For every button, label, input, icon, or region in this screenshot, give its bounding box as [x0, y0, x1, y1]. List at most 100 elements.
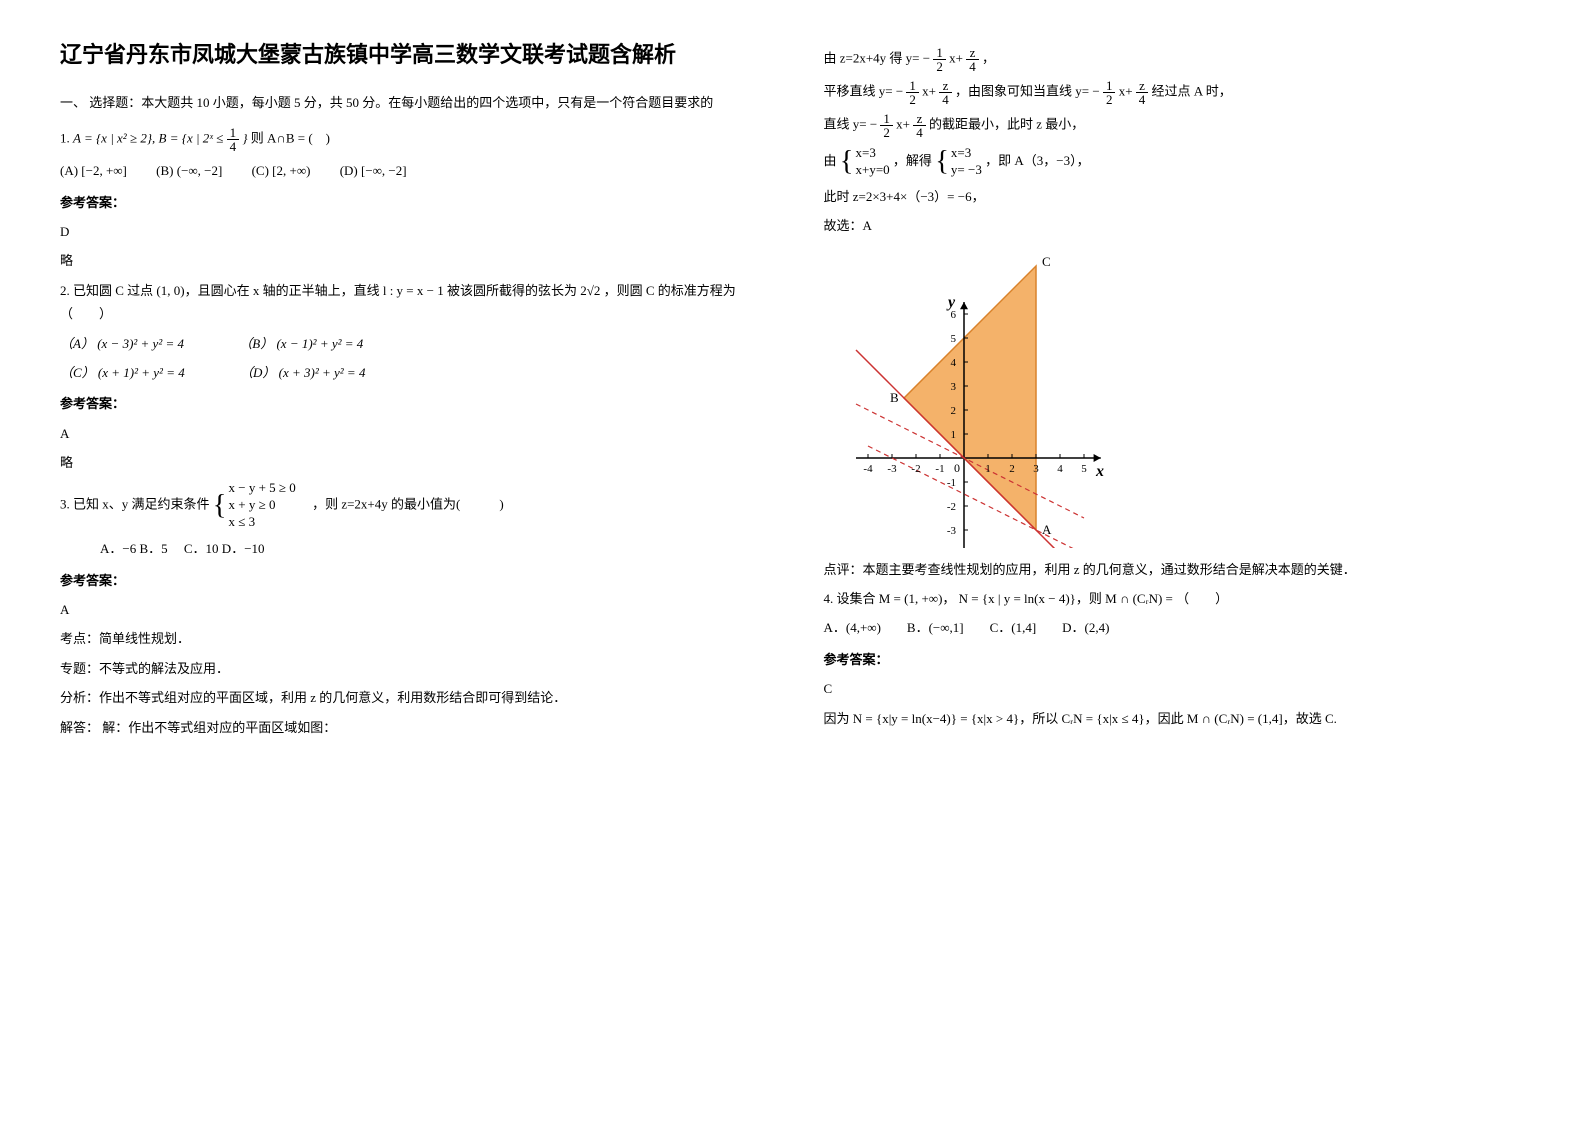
sA2: x+y=0 — [856, 162, 890, 179]
q3-r6: 故选：A — [824, 214, 1528, 237]
svg-text:A: A — [1042, 522, 1052, 537]
svg-text:-3: -3 — [946, 525, 956, 537]
sB2: y= −3 — [951, 162, 982, 179]
q3-p3: 分析：作出不等式组对应的平面区域，利用 z 的几何意义，利用数形结合即可得到结论… — [60, 686, 764, 709]
q2-optsCD: （C） (x + 1)² + y² = 4 （D） (x + 3)² + y² … — [60, 361, 764, 384]
r4m: ，解得 — [893, 153, 932, 168]
f: 1 — [933, 46, 946, 60]
brace-icon: { — [840, 148, 854, 177]
q1-setB-pre: B = {x | 2ˣ ≤ — [159, 131, 227, 146]
svg-text:1: 1 — [950, 429, 956, 441]
sA1: x=3 — [856, 145, 890, 162]
svg-text:2: 2 — [950, 405, 956, 417]
r1p: ， — [982, 50, 995, 65]
svg-text:4: 4 — [1057, 463, 1063, 475]
sB1: x=3 — [951, 145, 982, 162]
f: 2 — [1103, 93, 1116, 106]
svg-text:5: 5 — [1081, 463, 1087, 475]
q1-frac-top: 1 — [227, 126, 240, 140]
svg-text:x: x — [1095, 463, 1104, 480]
q3-r5: 此时 z=2×3+4×（−3）= −6， — [824, 185, 1528, 208]
q2-optC: （C） (x + 1)² + y² = 4 — [60, 365, 185, 380]
q1-optC: (C) [2, +∞) — [252, 163, 311, 178]
q1-num: 1. — [60, 131, 70, 146]
svg-text:y: y — [946, 293, 956, 310]
q3-options: A．−6 B．5 C．10 D．−10 — [60, 537, 764, 560]
r2pre: 平移直线 y= − — [824, 83, 904, 98]
q1-note: 略 — [60, 249, 764, 272]
f: 4 — [1136, 93, 1149, 106]
q4-options: A．(4,+∞) B．(−∞,1] C．(1,4] D．(2,4) — [824, 616, 1528, 639]
f: 2 — [906, 93, 919, 106]
q3-p4: 解答： 解：作出不等式组对应的平面区域如图： — [60, 716, 764, 739]
q2-note: 略 — [60, 451, 764, 474]
q1-optA: (A) [−2, +∞] — [60, 163, 127, 178]
r3p: 的截距最小，此时 z 最小， — [929, 116, 1084, 131]
q1-frac-bot: 4 — [227, 140, 240, 153]
q3-stem: 3. 已知 x、y 满足约束条件 { x − y + 5 ≥ 0 x + y ≥… — [60, 480, 764, 531]
f: z — [913, 112, 926, 126]
q2-optA: （A） (x − 3)² + y² = 4 — [60, 336, 184, 351]
q1-ans: D — [60, 220, 764, 243]
f: 1 — [906, 79, 919, 93]
svg-text:2: 2 — [1009, 463, 1015, 475]
q3-r2: 平移直线 y= − 12 x+ z4 ，由图象可知当直线 y= − 12 x+ … — [824, 79, 1528, 106]
brace-icon: { — [935, 148, 949, 177]
q3-r4: 由 {x=3x+y=0 ，解得 {x=3y= −3 ，即 A（3，−3）， — [824, 145, 1528, 179]
f: 4 — [913, 126, 926, 139]
r2m1: x+ — [922, 83, 936, 98]
q4-ans: C — [824, 677, 1528, 700]
q2-optB: （B） (x − 1)² + y² = 4 — [239, 336, 363, 351]
svg-text:3: 3 — [1033, 463, 1039, 475]
q4-ans-label: 参考答案： — [824, 648, 1528, 671]
q1-stem: 1. A = {x | x² ≥ 2}, B = {x | 2ˣ ≤ 14 } … — [60, 126, 764, 153]
r1m: x+ — [949, 50, 963, 65]
q3-comment: 点评：本题主要考查线性规划的应用，利用 z 的几何意义，通过数形结合是解决本题的… — [824, 558, 1528, 581]
r2m2: ，由图象可知当直线 y= − — [955, 83, 1100, 98]
r2m3: x+ — [1119, 83, 1133, 98]
q3-r1: 由 z=2x+4y 得 y= − 12 x+ z4 ， — [824, 46, 1528, 73]
q2-ans: A — [60, 422, 764, 445]
q1-then: 则 A∩B = ( ) — [251, 131, 330, 146]
q3-p1: 考点：简单线性规划． — [60, 627, 764, 650]
q1-optD: (D) [−∞, −2] — [340, 163, 407, 178]
f: 2 — [933, 60, 946, 73]
f: z — [966, 46, 979, 60]
svg-text:-1: -1 — [935, 463, 944, 475]
brace-icon: { — [213, 492, 227, 521]
svg-text:4: 4 — [950, 357, 956, 369]
q3-sys3: x ≤ 3 — [229, 514, 296, 531]
f: 1 — [1103, 79, 1116, 93]
q3-ans: A — [60, 598, 764, 621]
q4-note: 因为 N = {x|y = ln(x−4)} = {x|x > 4}，所以 Cᵣ… — [824, 707, 1528, 730]
svg-text:-4: -4 — [863, 463, 873, 475]
feasible-region-chart: -4-3-2-112345-4-3-2-1123456ABC0xy — [824, 248, 1164, 548]
svg-text:5: 5 — [950, 333, 956, 345]
f: 1 — [880, 112, 893, 126]
svg-text:1: 1 — [985, 463, 991, 475]
q3-stem-pre: 3. 已知 x、y 满足约束条件 — [60, 497, 210, 512]
r1-pre: 由 z=2x+4y 得 y= − — [824, 50, 931, 65]
q1-optB: (B) (−∞, −2] — [156, 163, 222, 178]
svg-text:-3: -3 — [887, 463, 897, 475]
q2-stem: 2. 已知圆 C 过点 (1, 0)，且圆心在 x 轴的正半轴上，直线 l : … — [60, 279, 764, 326]
q1-ans-label: 参考答案： — [60, 191, 764, 214]
f: z — [939, 79, 952, 93]
q3-p2: 专题：不等式的解法及应用． — [60, 657, 764, 680]
svg-text:0: 0 — [954, 461, 960, 475]
svg-text:-2: -2 — [911, 463, 920, 475]
r4p: ，即 A（3，−3）， — [985, 153, 1089, 168]
q3-ans-label: 参考答案： — [60, 569, 764, 592]
r4pre: 由 — [824, 153, 837, 168]
q2-optsAB: （A） (x − 3)² + y² = 4 （B） (x − 1)² + y² … — [60, 332, 764, 355]
svg-text:-2: -2 — [946, 501, 955, 513]
q3-sys1: x − y + 5 ≥ 0 — [229, 480, 296, 497]
q3-stem-post: ，则 z=2x+4y 的最小值为( ) — [299, 497, 504, 512]
f: z — [1136, 79, 1149, 93]
q1-options: (A) [−2, +∞] (B) (−∞, −2] (C) [2, +∞) (D… — [60, 159, 764, 182]
q1-setB-post: } — [242, 131, 247, 146]
f: 4 — [966, 60, 979, 73]
svg-text:-1: -1 — [946, 477, 955, 489]
q1-setA: A = {x | x² ≥ 2}, — [73, 131, 155, 146]
section-instructions: 一、 选择题：本大题共 10 小题，每小题 5 分，共 50 分。在每小题给出的… — [60, 91, 764, 114]
